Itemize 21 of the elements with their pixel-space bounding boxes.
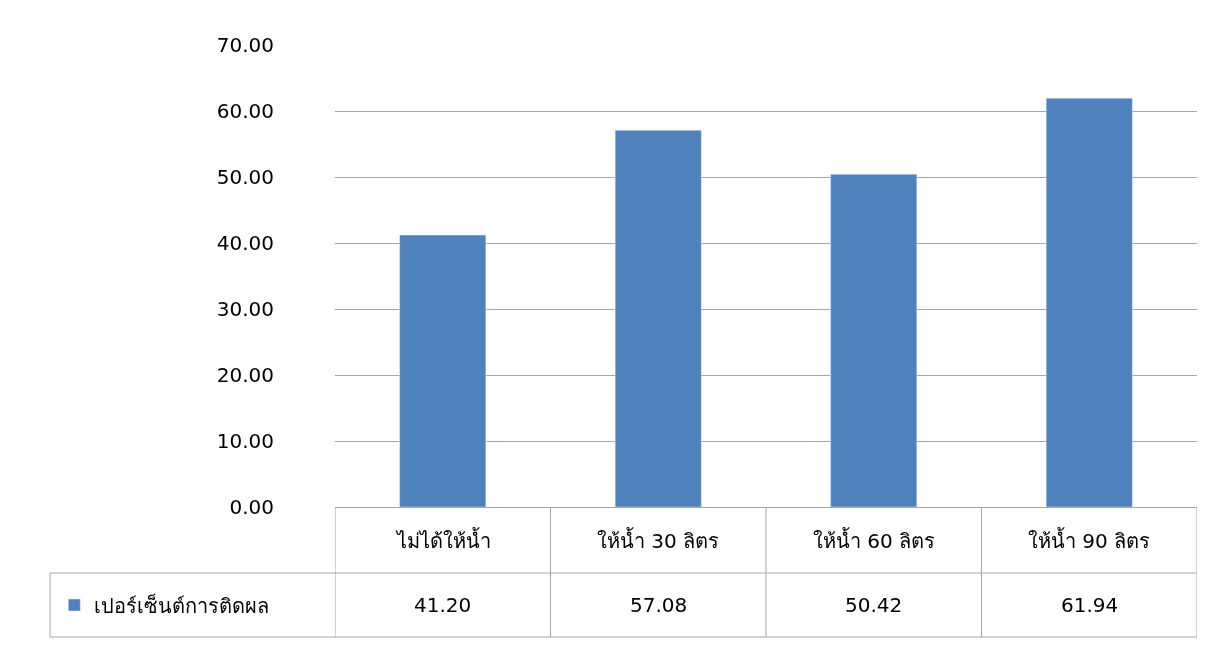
y-tick-label: 50.00 (216, 165, 274, 189)
x-tick-label: ไม่ได้ให้น้ำ (395, 527, 491, 553)
y-tick-label: 10.00 (216, 429, 274, 453)
x-tick-label: ให้น้ำ 60 ลิตร (813, 527, 936, 553)
text: 61.94 (1061, 593, 1119, 617)
text: 41.20 (414, 593, 472, 617)
bar (399, 234, 487, 507)
legend-label: เปอร์เซ็นต์การติดผล (94, 592, 270, 618)
bar (614, 130, 702, 507)
y-tick-label: 20.00 (216, 363, 274, 387)
y-tick-label: 40.00 (216, 231, 274, 255)
x-tick-label: ให้น้ำ 90 ลิตร (1028, 527, 1151, 553)
text: 57.08 (630, 593, 688, 617)
x-tick-label: ให้น้ำ 30 ลิตร (597, 527, 720, 553)
y-tick-label: 70.00 (216, 33, 274, 57)
y-tick-label: 60.00 (216, 99, 274, 123)
bar (1045, 97, 1133, 507)
bar (830, 173, 918, 507)
y-tick-label: 30.00 (216, 297, 274, 321)
y-tick-label: 0.00 (229, 495, 274, 519)
text: 50.42 (845, 593, 903, 617)
